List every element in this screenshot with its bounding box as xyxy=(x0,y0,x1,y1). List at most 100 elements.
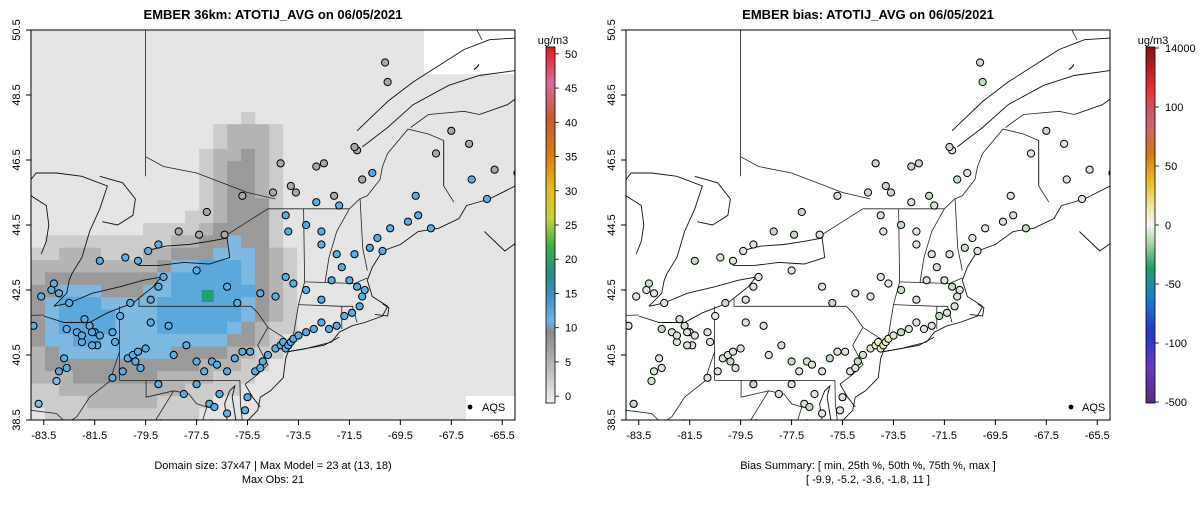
heatmap-cell xyxy=(199,160,214,174)
heatmap-cell xyxy=(269,37,284,51)
bias-site xyxy=(682,419,688,420)
heatmap-cell xyxy=(59,111,74,125)
obs-site xyxy=(246,347,255,356)
obs-site xyxy=(15,394,22,401)
heatmap-cell xyxy=(115,210,130,223)
heatmap-cell xyxy=(241,86,256,100)
heatmap-cell xyxy=(199,185,214,199)
heatmap-cell xyxy=(129,333,144,347)
heatmap-cell xyxy=(367,271,382,285)
heatmap-cell xyxy=(437,284,452,298)
heatmap-cell xyxy=(171,86,186,100)
heatmap-cell xyxy=(185,210,200,223)
obs-site xyxy=(332,250,341,259)
bias-site xyxy=(833,191,842,200)
heatmap-cell xyxy=(479,74,494,88)
heatmap-cell xyxy=(311,173,326,186)
heatmap-cell xyxy=(31,160,46,174)
heatmap-cell xyxy=(255,98,270,112)
right-state-border xyxy=(862,128,1050,210)
heatmap-cell xyxy=(465,74,480,88)
heatmap-cell xyxy=(367,395,382,409)
heatmap-cell xyxy=(381,135,396,149)
left-footer-line1: Domain size: 37x47 | Max Model = 23 at (… xyxy=(154,460,391,472)
heatmap-cell xyxy=(325,148,340,162)
bias-site xyxy=(945,142,954,152)
obs-site xyxy=(116,311,125,321)
heatmap-cell xyxy=(423,111,438,125)
bias-site xyxy=(818,367,827,376)
bias-site xyxy=(866,292,875,301)
heatmap-cell xyxy=(185,395,200,409)
right-x-tick-label: -83.5 xyxy=(626,430,651,442)
obs-site xyxy=(108,328,117,337)
heatmap-cell xyxy=(437,98,452,112)
bias-site xyxy=(739,246,748,256)
left-axes: -83.5 -81.5 -79.5 -77.5 -75.5 -73.5 -71.5 -69.5… xyxy=(11,19,515,442)
right-y-tick-label: 44.5 xyxy=(606,214,618,235)
heatmap-cell xyxy=(367,49,382,63)
heatmap-cell xyxy=(409,49,424,63)
heatmap-cell xyxy=(143,86,158,100)
obs-site xyxy=(34,399,43,408)
heatmap-cell xyxy=(157,259,172,273)
heatmap-cell xyxy=(423,160,438,174)
obs-site xyxy=(467,175,476,184)
heatmap-cell xyxy=(157,86,172,100)
heatmap-cell xyxy=(185,173,200,186)
heatmap-cell xyxy=(171,49,186,63)
heatmap-cell xyxy=(395,407,410,420)
heatmap-cell xyxy=(395,30,410,38)
model-heatmap xyxy=(31,30,515,420)
heatmap-cell xyxy=(283,247,298,261)
left-y-tick-label: 44.5 xyxy=(11,214,23,235)
heatmap-cell xyxy=(171,370,186,384)
heatmap-cell xyxy=(255,234,270,248)
right-coastline xyxy=(883,336,935,353)
heatmap-cell xyxy=(199,333,214,347)
bias-site xyxy=(764,350,773,360)
obs-site xyxy=(202,207,211,217)
heatmap-cell xyxy=(381,395,396,409)
heatmap-cell xyxy=(45,135,60,149)
heatmap-cell xyxy=(31,234,46,248)
left-x-tick-label: -73.5 xyxy=(286,430,311,442)
obs-site xyxy=(60,354,69,363)
heatmap-cell xyxy=(227,173,242,186)
right-state-border xyxy=(839,327,864,385)
heatmap-cell xyxy=(213,160,228,174)
heatmap-cell xyxy=(87,407,102,420)
obs-site xyxy=(414,211,423,220)
bias-site xyxy=(897,328,906,337)
right-axes: -83.5 -81.5 -79.5 -77.5 -75.5 -73.5 -71.5 -69.5… xyxy=(606,19,1110,442)
heatmap-cell xyxy=(227,358,242,372)
heatmap-cell xyxy=(171,358,186,372)
heatmap-cell xyxy=(451,333,466,347)
heatmap-cell xyxy=(269,123,284,137)
heatmap-cell xyxy=(171,247,186,261)
heatmap-cell xyxy=(311,49,326,63)
heatmap-cell xyxy=(395,321,410,335)
heatmap-cell xyxy=(465,358,480,372)
left-x-tick-label: -79.5 xyxy=(133,430,158,442)
left-state-border xyxy=(31,409,64,420)
heatmap-cell xyxy=(73,271,88,285)
heatmap-cell xyxy=(311,185,326,199)
heatmap-cell xyxy=(87,308,102,322)
heatmap-cell xyxy=(157,49,172,63)
heatmap-cell xyxy=(185,61,200,75)
heatmap-cell xyxy=(115,382,130,396)
heatmap-cell xyxy=(199,197,214,211)
left-y-tick-label: 40.5 xyxy=(11,344,23,365)
right-x-tick-label: -67.5 xyxy=(1034,430,1059,442)
left-colorbar-tick-label: 20 xyxy=(565,254,577,266)
bias-site xyxy=(1060,139,1069,148)
heatmap-cell xyxy=(409,37,424,51)
obs-site xyxy=(411,191,420,200)
left-colorbar-tick-label: 45 xyxy=(565,83,577,95)
heatmap-cell xyxy=(409,148,424,162)
heatmap-cell xyxy=(157,358,172,372)
heatmap-cell xyxy=(199,74,214,88)
heatmap-cell xyxy=(227,259,242,273)
heatmap-cell xyxy=(269,111,284,125)
